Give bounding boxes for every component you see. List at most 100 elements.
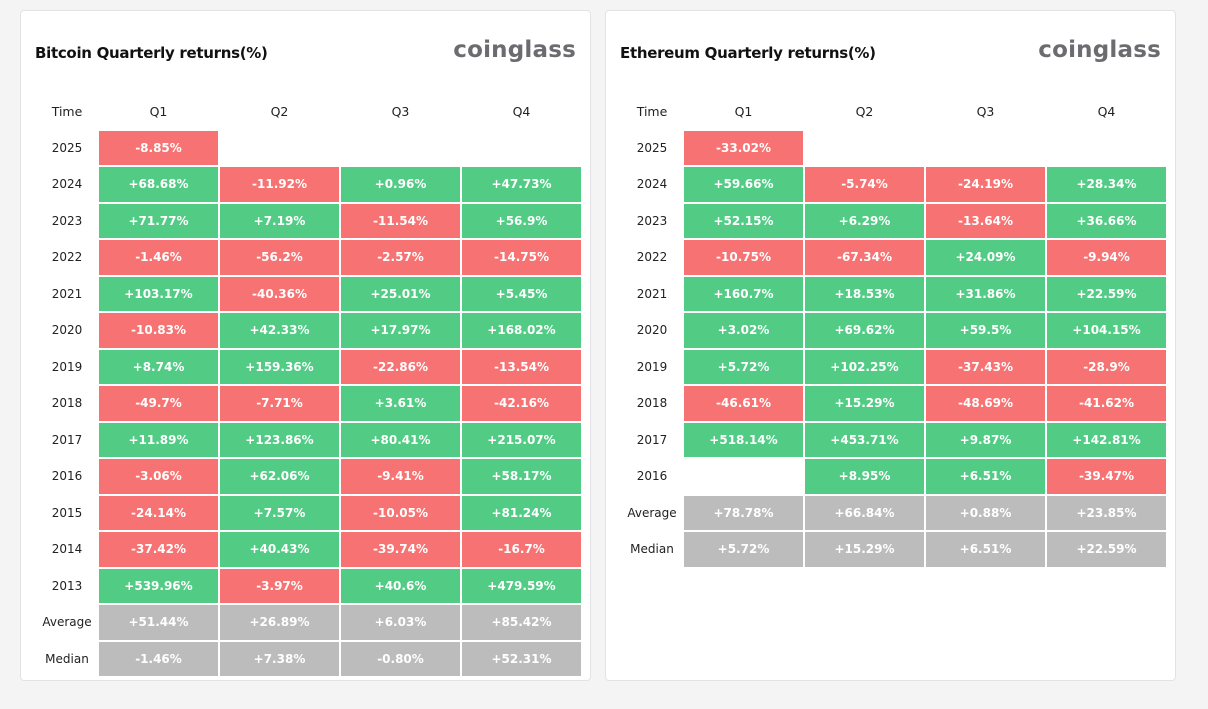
return-cell: +17.97% — [341, 313, 460, 348]
table-row: 2019 +5.72% +102.25% -37.43% -28.9% — [622, 349, 1166, 384]
return-cell: -3.06% — [99, 459, 218, 494]
return-cell: +8.74% — [99, 349, 218, 384]
header-q1: Q1 — [149, 103, 168, 119]
empty-cell — [805, 131, 924, 166]
summary-row: Average +78.78% +66.84% +0.88% +23.85% — [622, 495, 1166, 530]
summary-cell: +22.59% — [1047, 532, 1166, 567]
summary-row: Median -1.46% +7.38% -0.80% +52.31% — [37, 641, 581, 676]
year-label: 2017 — [51, 432, 83, 447]
return-cell: +36.66% — [1047, 203, 1166, 238]
year-label: 2025 — [51, 140, 83, 155]
return-cell: -13.54% — [462, 349, 581, 384]
return-cell: -39.47% — [1047, 459, 1166, 494]
return-cell: +80.41% — [341, 422, 460, 457]
return-cell: +56.9% — [462, 203, 581, 238]
year-label: 2017 — [636, 432, 668, 447]
return-cell: +3.61% — [341, 386, 460, 421]
year-label: 2018 — [51, 396, 83, 411]
return-cell: -22.86% — [341, 349, 460, 384]
return-cell: -7.71% — [220, 386, 339, 421]
year-label: 2018 — [636, 396, 668, 411]
return-cell: -24.14% — [99, 495, 218, 530]
return-cell: +453.71% — [805, 422, 924, 457]
return-cell: -42.16% — [462, 386, 581, 421]
return-cell: -56.2% — [220, 240, 339, 275]
header-q1: Q1 — [734, 103, 753, 119]
header-q4: Q4 — [1097, 103, 1116, 119]
year-label: 2022 — [636, 250, 668, 265]
return-cell: +123.86% — [220, 422, 339, 457]
year-label: 2021 — [51, 286, 83, 301]
empty-cell — [220, 131, 339, 166]
return-cell: +11.89% — [99, 422, 218, 457]
empty-cell — [1047, 131, 1166, 166]
return-cell: +3.02% — [684, 313, 803, 348]
summary-cell: +85.42% — [462, 605, 581, 640]
table-row: 2019 +8.74% +159.36% -22.86% -13.54% — [37, 349, 581, 384]
empty-cell — [462, 131, 581, 166]
return-cell: -5.74% — [805, 167, 924, 202]
ethereum-returns-table: Time Q1 Q2 Q3 Q4 2025 -33.02% 2024 +59.66% -… — [620, 92, 1168, 569]
return-cell: -10.05% — [341, 495, 460, 530]
return-cell: +104.15% — [1047, 313, 1166, 348]
bitcoin-returns-card: Bitcoin Quarterly returns(%) coinglass T… — [20, 10, 591, 681]
return-cell: -11.92% — [220, 167, 339, 202]
return-cell: -13.64% — [926, 203, 1045, 238]
header-row: Time Q1 Q2 Q3 Q4 — [37, 94, 581, 129]
return-cell: -37.43% — [926, 349, 1045, 384]
return-cell: +103.17% — [99, 276, 218, 311]
table-row: 2023 +71.77% +7.19% -11.54% +56.9% — [37, 203, 581, 238]
summary-label: Average — [627, 505, 677, 520]
table-row: 2022 -1.46% -56.2% -2.57% -14.75% — [37, 240, 581, 275]
return-cell: +25.01% — [341, 276, 460, 311]
table-row: 2017 +11.89% +123.86% +80.41% +215.07% — [37, 422, 581, 457]
return-cell: +0.96% — [341, 167, 460, 202]
table-row: 2013 +539.96% -3.97% +40.6% +479.59% — [37, 568, 581, 603]
return-cell: -3.97% — [220, 568, 339, 603]
return-cell: +142.81% — [1047, 422, 1166, 457]
summary-label: Median — [630, 542, 674, 557]
header-q3: Q3 — [391, 103, 410, 119]
return-cell: +59.5% — [926, 313, 1045, 348]
table-row: 2017 +518.14% +453.71% +9.87% +142.81% — [622, 422, 1166, 457]
return-cell: -40.36% — [220, 276, 339, 311]
summary-label: Median — [45, 651, 89, 666]
return-cell: -28.9% — [1047, 349, 1166, 384]
bitcoin-returns-table: Time Q1 Q2 Q3 Q4 2025 -8.85% 2024 +68.68% -1… — [35, 92, 583, 678]
return-cell: -39.74% — [341, 532, 460, 567]
summary-cell: +15.29% — [805, 532, 924, 567]
summary-cell: -1.46% — [99, 641, 218, 676]
table-row: 2020 +3.02% +69.62% +59.5% +104.15% — [622, 313, 1166, 348]
table-row: 2016 +8.95% +6.51% -39.47% — [622, 459, 1166, 494]
return-cell: -49.7% — [99, 386, 218, 421]
return-cell: +40.6% — [341, 568, 460, 603]
return-cell: +81.24% — [462, 495, 581, 530]
year-label: 2015 — [51, 505, 83, 520]
return-cell: +52.15% — [684, 203, 803, 238]
return-cell: +8.95% — [805, 459, 924, 494]
return-cell: +31.86% — [926, 276, 1045, 311]
summary-cell: +51.44% — [99, 605, 218, 640]
summary-cell: +66.84% — [805, 495, 924, 530]
empty-cell — [341, 131, 460, 166]
summary-cell: +78.78% — [684, 495, 803, 530]
return-cell: -33.02% — [684, 130, 803, 165]
return-cell: +102.25% — [805, 349, 924, 384]
table-row: 2024 +59.66% -5.74% -24.19% +28.34% — [622, 167, 1166, 202]
year-label: 2023 — [636, 213, 668, 228]
year-label: 2020 — [636, 323, 668, 338]
header-q2: Q2 — [270, 103, 289, 119]
return-cell: +215.07% — [462, 422, 581, 457]
return-cell: -16.7% — [462, 532, 581, 567]
return-cell: -9.94% — [1047, 240, 1166, 275]
return-cell: -67.34% — [805, 240, 924, 275]
table-row: 2022 -10.75% -67.34% +24.09% -9.94% — [622, 240, 1166, 275]
table-row: 2021 +103.17% -40.36% +25.01% +5.45% — [37, 276, 581, 311]
return-cell: +28.34% — [1047, 167, 1166, 202]
summary-cell: -0.80% — [341, 641, 460, 676]
summary-cell: +6.51% — [926, 532, 1045, 567]
return-cell: -41.62% — [1047, 386, 1166, 421]
return-cell: +71.77% — [99, 203, 218, 238]
table-row: 2014 -37.42% +40.43% -39.74% -16.7% — [37, 532, 581, 567]
return-cell: +539.96% — [99, 568, 218, 603]
